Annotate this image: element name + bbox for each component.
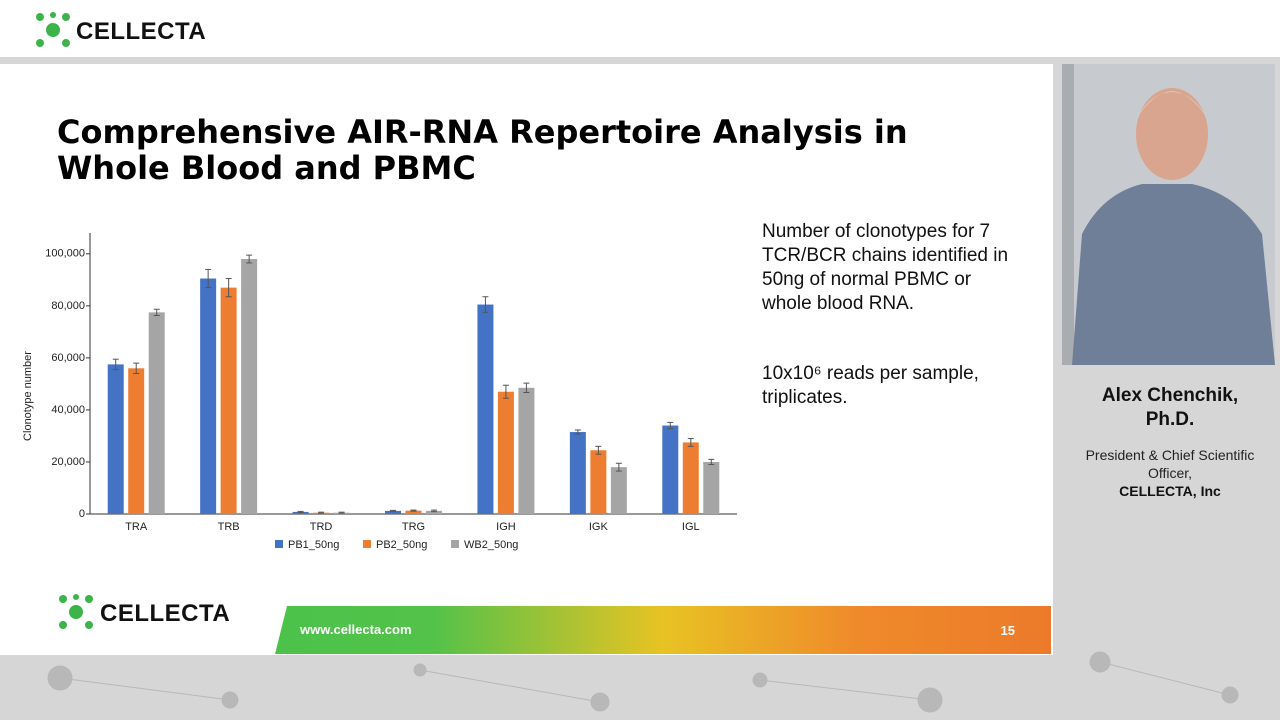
bar — [610, 467, 627, 514]
x-tick-label: IGK — [589, 521, 609, 533]
slide: Comprehensive AIR-RNA Repertoire Analysi… — [0, 64, 1053, 655]
logo-icon — [36, 12, 70, 47]
error-bar — [431, 509, 437, 513]
error-bar — [390, 509, 396, 512]
error-bar — [595, 445, 602, 455]
bar — [107, 364, 124, 514]
error-bar — [112, 358, 119, 371]
bar — [569, 432, 586, 514]
note: 10x10⁶ reads per sample, triplicates. — [762, 363, 979, 408]
x-tick-label: IGL — [682, 521, 700, 533]
bar — [590, 450, 607, 514]
speaker-card: Alex Chenchik, Ph.D. President & Chief S… — [1060, 372, 1280, 500]
bar — [385, 510, 401, 514]
x-tick-label: TRB — [218, 521, 240, 533]
bar — [426, 510, 442, 514]
company: CELLECTA, Inc — [1119, 483, 1221, 499]
bar — [128, 368, 145, 514]
bar — [703, 461, 720, 514]
y-tick-label: 100,000 — [45, 248, 85, 260]
y-tick-label: 40,000 — [51, 404, 85, 416]
speaker-figure — [1062, 64, 1275, 365]
chart: Clonotype number 0 20,000 40,000 60,000 80,0… — [22, 233, 737, 551]
legend-swatch — [451, 540, 459, 548]
footer-bar: www.cellecta.com 15 — [275, 606, 1051, 654]
speaker-photo — [1062, 64, 1275, 365]
y-tick-label: 20,000 — [51, 456, 85, 468]
legend-swatch — [275, 540, 283, 548]
page-number: 15 — [1000, 623, 1015, 638]
y-tick-label: 80,000 — [51, 300, 85, 312]
bar — [292, 511, 309, 514]
y-tick-label: 0 — [79, 508, 85, 520]
error-bar — [318, 511, 325, 514]
legend-label: PB1_50ng — [288, 539, 339, 551]
legend-label: PB2_50ng — [376, 539, 427, 551]
speaker-role: President & Chief Scientific Officer, CEL… — [1085, 446, 1255, 500]
brand: CELLECTA — [76, 18, 207, 45]
x-tick-label: TRG — [402, 521, 425, 533]
bar — [662, 425, 679, 514]
x-tick-label: IGH — [496, 521, 516, 533]
error-bar — [246, 254, 253, 264]
footer-brand: CELLECTA — [100, 600, 231, 627]
bar — [200, 278, 217, 514]
error-bar — [502, 384, 509, 399]
error-bar — [133, 362, 140, 374]
y-axis-label: Clonotype number — [22, 351, 34, 441]
footer-logo-icon — [59, 594, 93, 629]
x-tick-label: TRD — [310, 521, 333, 533]
bar — [518, 387, 535, 514]
role: President & Chief Scientific Officer, — [1085, 447, 1255, 481]
error-bar — [338, 511, 345, 514]
error-bar — [708, 458, 715, 466]
error-bar — [615, 462, 622, 472]
description: Number of clonotypes for 7 TCR/BCR chain… — [762, 221, 1009, 314]
bar — [477, 304, 494, 514]
speaker-name: Alex Chenchik, Ph.D. — [1101, 385, 1239, 430]
legend-label: WB2_50ng — [464, 539, 518, 551]
bar — [682, 442, 699, 514]
bar — [148, 312, 165, 514]
slide-title: Comprehensive AIR-RNA Repertoire Analysi… — [57, 113, 908, 187]
error-bar — [574, 429, 581, 435]
error-bar — [687, 438, 694, 447]
x-tick-label: TRA — [125, 521, 148, 533]
top-bar: CELLECTA — [0, 0, 1280, 57]
bar — [241, 259, 258, 514]
footer-url[interactable]: www.cellecta.com — [300, 622, 412, 637]
error-bar — [297, 510, 304, 513]
error-bar — [205, 268, 212, 289]
y-tick-label: 60,000 — [51, 352, 85, 364]
error-bar — [410, 509, 417, 512]
legend-swatch — [363, 540, 371, 548]
bar — [497, 391, 514, 514]
error-bar — [667, 421, 674, 430]
error-bar — [225, 278, 232, 298]
error-bar — [523, 382, 530, 393]
error-bar — [153, 308, 160, 316]
error-bar — [482, 296, 489, 313]
bar — [405, 510, 422, 514]
background-pattern — [47, 651, 1239, 713]
bar — [220, 287, 237, 514]
